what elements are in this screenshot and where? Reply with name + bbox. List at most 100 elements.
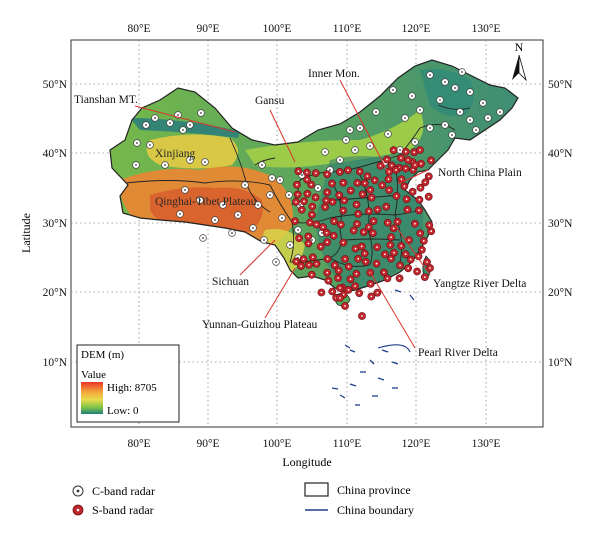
c-band-radar — [479, 99, 487, 107]
s-band-radar — [357, 242, 366, 251]
c-band-radar — [411, 138, 419, 146]
c-band-radar — [286, 241, 294, 249]
lon-tick-label: 90°E — [196, 23, 219, 35]
south-china-sea-islands — [331, 289, 415, 406]
c-band-radar — [436, 96, 444, 104]
c-band-radar — [458, 68, 466, 76]
radar-stations — [132, 68, 504, 320]
s-band-radar — [427, 156, 435, 165]
c-band-radar — [228, 229, 236, 237]
s-band-radar — [323, 188, 332, 197]
s-band-radar — [317, 288, 326, 297]
s-band-radar — [360, 249, 369, 258]
s-band-radar — [425, 221, 434, 230]
s-band-radar — [340, 196, 349, 205]
s-band-radar — [367, 292, 376, 301]
s-band-radar — [311, 193, 320, 202]
legend-s-band: S-band radar — [72, 503, 154, 517]
c-band-radar — [133, 139, 141, 147]
c-band-radar — [266, 191, 274, 199]
s-band-radar — [361, 257, 370, 266]
s-band-radar — [324, 276, 333, 285]
boundary-dash — [377, 377, 385, 381]
s-band-radar — [295, 234, 303, 242]
legend-c-band-label: C-band radar — [92, 484, 155, 498]
c-band-radar — [132, 161, 140, 169]
s-band-radar — [387, 233, 395, 242]
boundary-dash — [344, 344, 351, 349]
s-band-radar — [354, 254, 363, 263]
lat-tick-label: 50°N — [548, 79, 573, 91]
label-sichuan: Sichuan — [212, 276, 249, 288]
x-axis-label: Longitude — [282, 455, 331, 469]
c-band-radar — [472, 126, 480, 134]
s-band-radar — [336, 294, 344, 302]
s-band-radar — [383, 274, 392, 283]
lat-tick-label: 20°N — [548, 287, 573, 299]
s-band-radar — [373, 205, 382, 214]
s-band-radar — [291, 217, 299, 225]
s-band-radar — [328, 179, 336, 188]
s-band-radar — [378, 181, 387, 190]
s-band-radar — [360, 179, 369, 188]
annotation-lines — [134, 79, 431, 349]
china-outline — [109, 59, 519, 293]
s-band-radar — [334, 274, 342, 282]
s-band-radar — [384, 175, 393, 184]
c-band-radar — [166, 119, 174, 127]
c-band-radar — [254, 201, 262, 209]
dem-legend: DEM (m) Value High: 8705 Low: 0 — [76, 344, 180, 423]
c-band-radar — [146, 141, 154, 149]
s-band-radar — [322, 228, 331, 237]
label-xinjiang: Xinjiang — [155, 148, 195, 160]
c-band-radar — [466, 116, 474, 124]
label-north-china-plain: North China Plain — [438, 167, 522, 179]
lat-tick-label: 30°N — [43, 218, 68, 230]
s-band-radar — [415, 195, 424, 204]
s-band-radar — [339, 238, 348, 247]
c-band-radar — [276, 176, 284, 184]
s-band-radar — [358, 190, 367, 199]
s-band-radar — [312, 220, 321, 229]
s-band-radar — [341, 302, 349, 310]
s-band-radar — [382, 202, 391, 211]
label-gansu: Gansu — [255, 95, 285, 107]
s-band-radar — [404, 156, 412, 164]
north-arrow: N — [512, 40, 527, 82]
c-band-radar — [278, 214, 286, 222]
lat-tick-label: 40°N — [548, 148, 573, 160]
s-band-radar — [308, 253, 317, 262]
s-band-radar — [397, 241, 406, 250]
s-band-radar — [328, 287, 337, 296]
s-band-radar — [417, 245, 426, 254]
y-axis-label: Latitude — [19, 213, 33, 253]
legend-province: China province — [304, 482, 411, 497]
c-band-radar — [249, 224, 257, 232]
s-band-radar — [355, 289, 364, 297]
c-band-radar — [211, 216, 219, 224]
lon-tick-label: 120°E — [402, 23, 431, 35]
dem-legend-title: DEM (m) — [81, 349, 124, 361]
s-band-radar — [385, 186, 393, 194]
s-band-radar — [416, 229, 425, 238]
c-band-radar — [389, 86, 397, 94]
s-band-radar — [421, 178, 430, 187]
s-band-radar — [411, 161, 419, 169]
s-band-radar — [401, 250, 410, 259]
dem-legend-value-label: Value — [81, 369, 106, 381]
s-band-radar — [366, 279, 375, 288]
s-band-radar — [376, 161, 385, 170]
s-band-radar — [424, 192, 433, 201]
lat-tick-label: 50°N — [43, 79, 68, 91]
c-band-radar — [199, 234, 207, 242]
s-band-radar — [352, 200, 361, 209]
dem-legend-low: Low: 0 — [107, 405, 139, 417]
s-band-radar — [416, 183, 425, 192]
lat-tick-label: 10°N — [43, 357, 68, 369]
c-band-radar — [448, 131, 456, 139]
s-band-radar — [319, 223, 327, 232]
c-band-radar — [179, 126, 187, 134]
s-band-radar — [344, 262, 353, 271]
s-band-radar — [368, 229, 377, 237]
